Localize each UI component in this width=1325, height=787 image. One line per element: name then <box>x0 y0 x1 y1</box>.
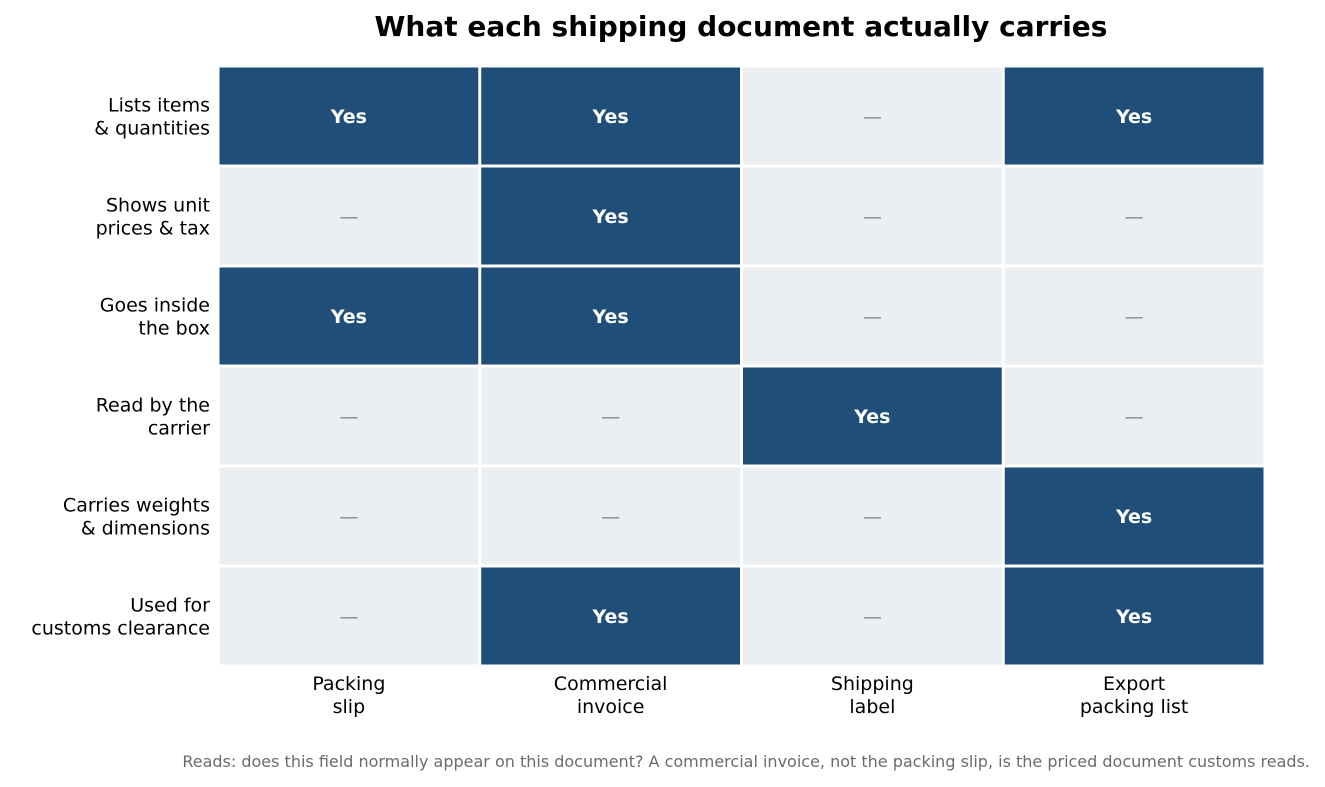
row-label: Lists items & quantities <box>94 95 210 140</box>
cell-label: — <box>863 106 882 128</box>
heatmap-cell <box>481 467 740 565</box>
heatmap-cell <box>481 167 740 265</box>
heatmap-cell <box>481 67 740 165</box>
column-label: Commercial invoice <box>554 673 668 718</box>
heatmap-cell <box>743 367 1002 465</box>
heatmap-cell <box>481 567 740 665</box>
cell-label: Yes <box>330 306 367 328</box>
cell-label: Yes <box>1115 106 1152 128</box>
cell-label: Yes <box>592 606 629 628</box>
row-label: Used for customs clearance <box>31 595 210 640</box>
heatmap-cell <box>743 467 1002 565</box>
cell-label: Yes <box>592 306 629 328</box>
row-label: Read by the carrier <box>96 395 210 440</box>
column-label: Packing slip <box>312 673 385 718</box>
heatmap-cell <box>1004 167 1264 265</box>
cell-label: — <box>863 206 882 228</box>
cell-label: Yes <box>1115 506 1152 528</box>
heatmap-cell <box>219 367 479 465</box>
heatmap-cell <box>219 167 479 265</box>
cell-label: Yes <box>592 206 629 228</box>
cell-label: — <box>863 306 882 328</box>
cell-label: — <box>863 606 882 628</box>
heatmap-cell <box>743 167 1002 265</box>
heatmap-cell <box>219 267 479 365</box>
heatmap-cell <box>219 67 479 165</box>
cell-label: Yes <box>853 406 890 428</box>
cell-label: Yes <box>330 106 367 128</box>
cell-label: — <box>1125 206 1144 228</box>
column-label: Shipping label <box>831 673 914 718</box>
row-label: Carries weights & dimensions <box>63 495 210 540</box>
cell-label: — <box>601 506 620 528</box>
heatmap-cell <box>1004 567 1264 665</box>
heatmap-cell <box>1004 467 1264 565</box>
heatmap-cell <box>1004 267 1264 365</box>
cell-label: — <box>339 406 358 428</box>
heatmap-cell <box>743 67 1002 165</box>
column-label: Export packing list <box>1080 673 1188 718</box>
cell-label: — <box>863 506 882 528</box>
heatmap-cell <box>743 267 1002 365</box>
cell-label: — <box>339 506 358 528</box>
cell-label: — <box>339 606 358 628</box>
heatmap-cell <box>481 367 740 465</box>
cell-label: Yes <box>592 106 629 128</box>
heatmap-cell <box>481 267 740 365</box>
cell-label: Yes <box>1115 606 1152 628</box>
heatmap-cell <box>219 567 479 665</box>
heatmap-cell <box>1004 67 1264 165</box>
chart-title: What each shipping document actually car… <box>374 10 1108 43</box>
cell-label: — <box>1125 406 1144 428</box>
cell-label: — <box>339 206 358 228</box>
heatmap-cell <box>743 567 1002 665</box>
heatmap-cell <box>219 467 479 565</box>
cell-label: — <box>1125 306 1144 328</box>
row-label: Goes inside the box <box>100 295 210 340</box>
row-label: Shows unit prices & tax <box>96 195 210 240</box>
cell-label: — <box>601 406 620 428</box>
heatmap-cell <box>1004 367 1264 465</box>
chart-caption: Reads: does this field normally appear o… <box>182 752 1310 771</box>
